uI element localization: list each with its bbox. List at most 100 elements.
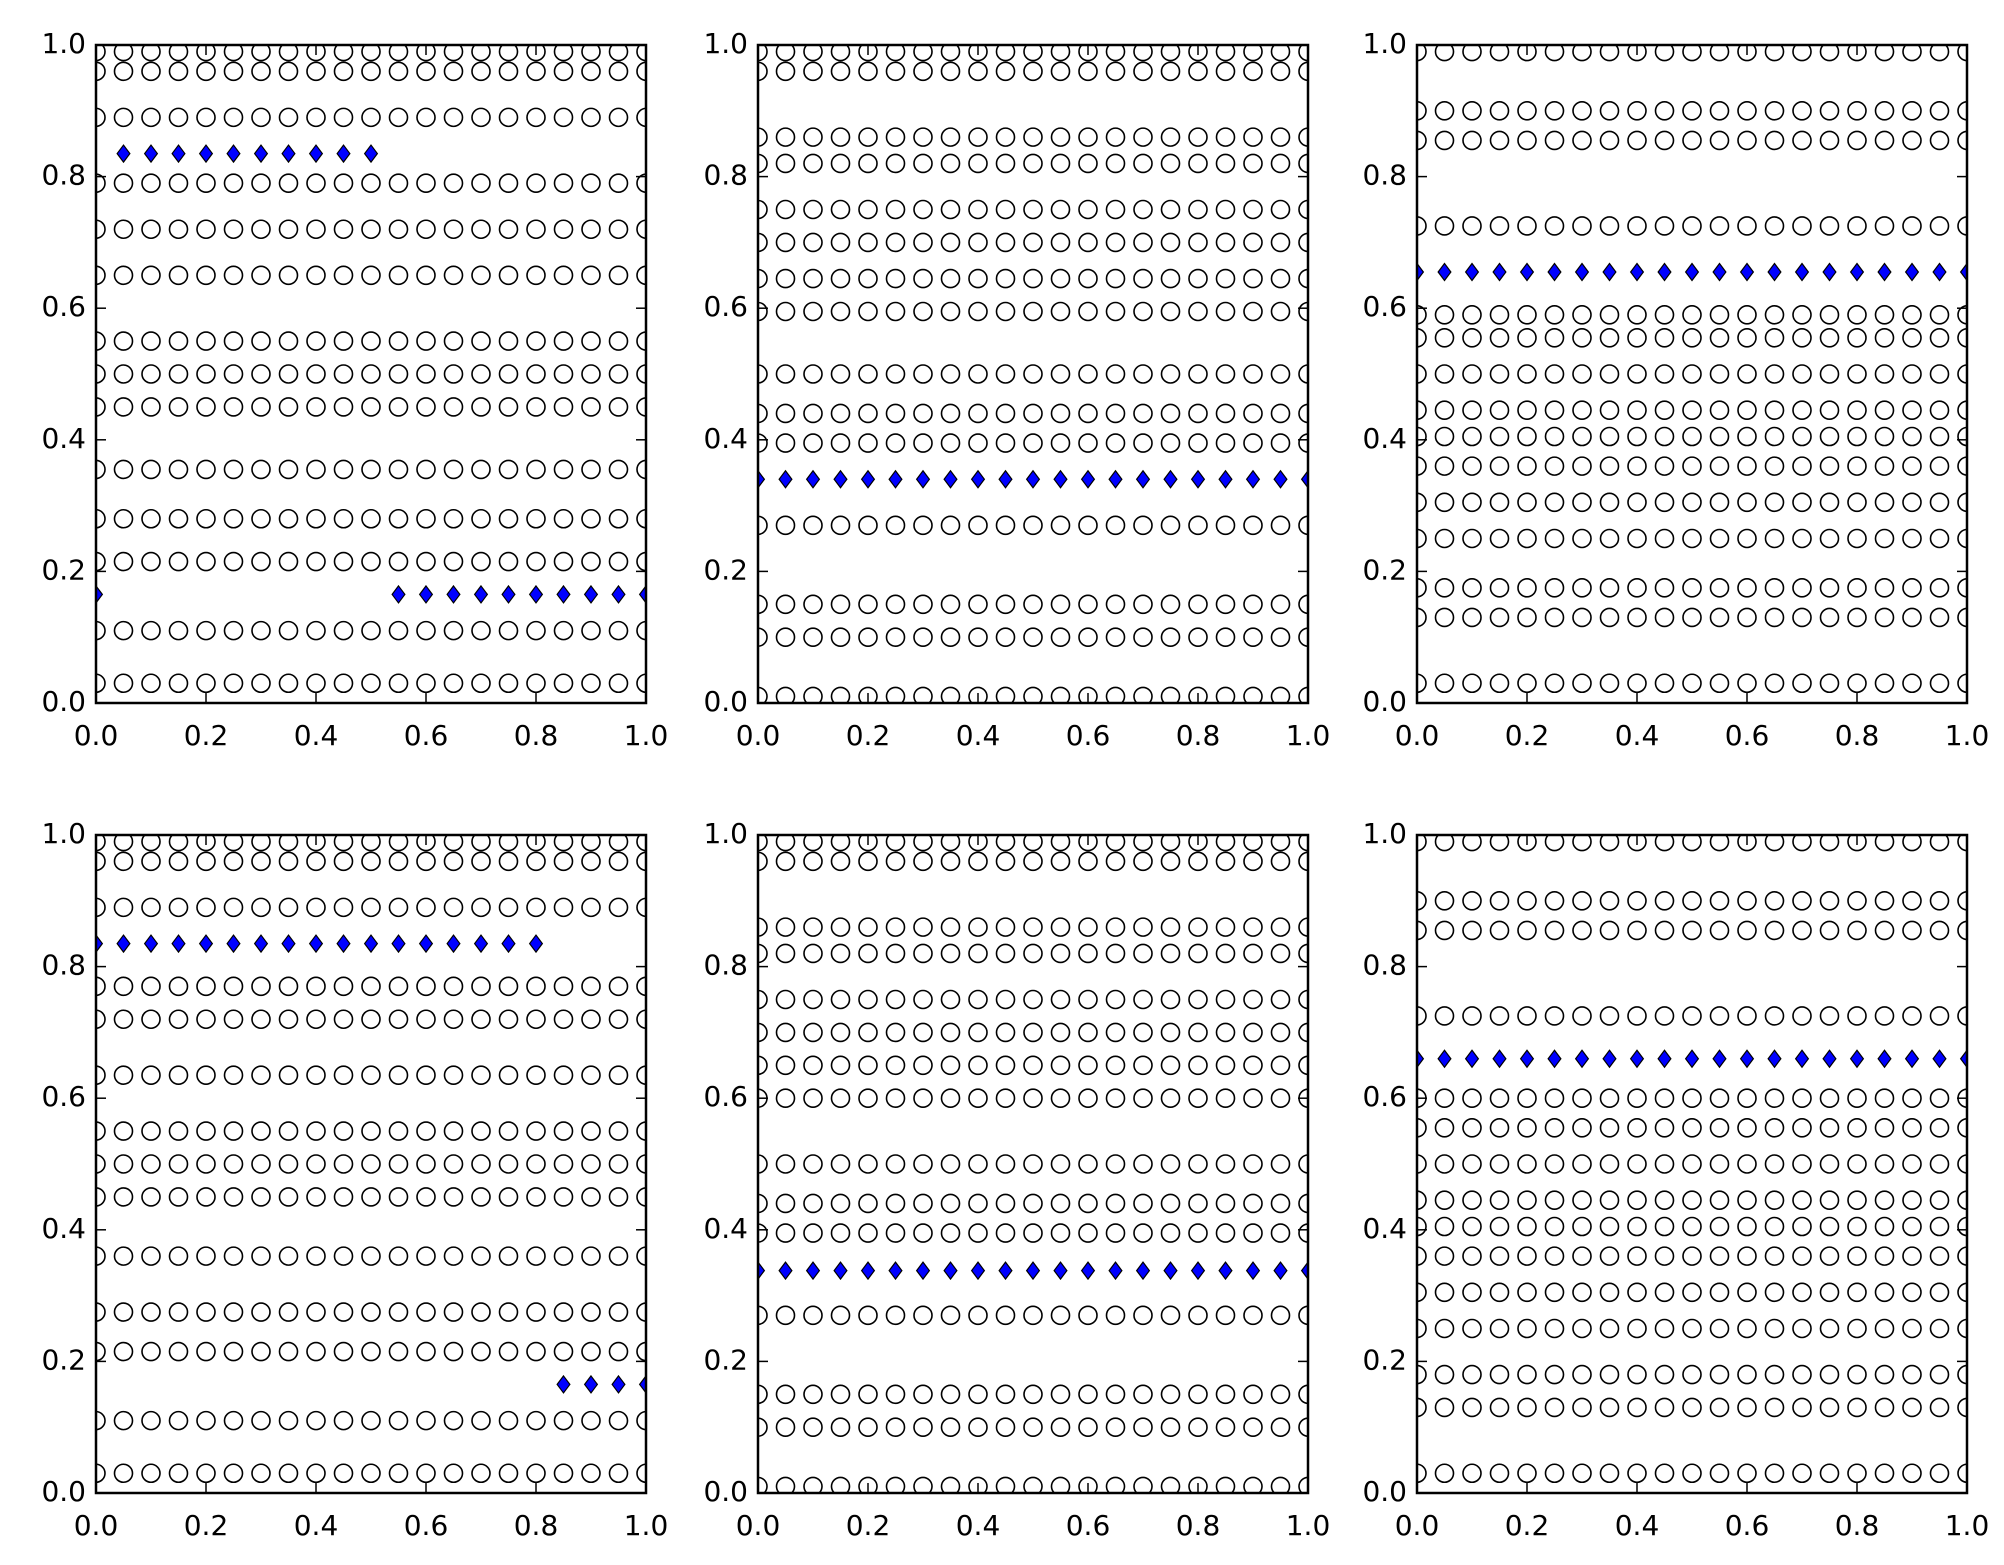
circle-marker bbox=[1572, 1364, 1592, 1385]
circle-marker bbox=[1078, 627, 1098, 648]
circle-marker bbox=[1902, 45, 1922, 62]
circle-marker bbox=[940, 1088, 961, 1108]
circle-marker bbox=[168, 173, 189, 193]
circle-marker bbox=[1544, 673, 1565, 694]
circle-marker bbox=[1188, 364, 1208, 384]
circle-marker bbox=[1599, 400, 1620, 420]
circle-marker bbox=[443, 45, 464, 62]
plot-area bbox=[96, 45, 646, 694]
circle-marker bbox=[1243, 851, 1263, 872]
circle-marker bbox=[416, 851, 436, 872]
circle-marker bbox=[1874, 364, 1895, 384]
circle-marker bbox=[1160, 433, 1181, 453]
circle-marker bbox=[830, 1088, 851, 1108]
circle-marker bbox=[416, 897, 436, 918]
circle-marker bbox=[1764, 1397, 1785, 1418]
circle-marker bbox=[581, 45, 601, 62]
circle-marker bbox=[1160, 153, 1181, 174]
circle-marker bbox=[1434, 1216, 1455, 1237]
circle-marker bbox=[1929, 304, 1950, 325]
circle-marker bbox=[1078, 153, 1098, 174]
circle-marker bbox=[581, 1302, 601, 1322]
circle-marker bbox=[1133, 627, 1153, 648]
diamond-marker bbox=[805, 469, 821, 489]
circle-marker bbox=[306, 45, 326, 62]
circle-marker bbox=[443, 459, 464, 480]
circle-marker bbox=[1160, 301, 1181, 322]
circle-marker bbox=[1847, 216, 1867, 236]
circle-marker bbox=[168, 1246, 189, 1266]
circle-marker bbox=[361, 1065, 381, 1085]
circle-marker bbox=[913, 199, 933, 220]
circle-marker bbox=[1133, 1022, 1153, 1043]
circle-marker bbox=[1270, 1193, 1291, 1214]
circle-marker bbox=[1417, 400, 1427, 420]
circle-marker bbox=[1847, 1364, 1867, 1385]
circle-marker bbox=[1627, 528, 1647, 549]
circle-marker bbox=[1764, 1463, 1785, 1484]
circle-marker bbox=[498, 835, 519, 852]
x-tick-label: 0.2 bbox=[846, 1509, 891, 1542]
circle-marker bbox=[471, 265, 491, 286]
circle-marker bbox=[96, 508, 106, 529]
circle-marker bbox=[141, 364, 161, 384]
circle-marker bbox=[1050, 851, 1071, 872]
circle-marker bbox=[168, 107, 189, 128]
diamond-marker bbox=[1794, 262, 1810, 282]
circle-marker bbox=[196, 851, 216, 872]
circle-marker bbox=[1133, 851, 1153, 872]
circle-marker bbox=[1434, 456, 1455, 476]
diamond-marker bbox=[1025, 469, 1041, 489]
circle-marker bbox=[1160, 627, 1181, 648]
diamond-marker bbox=[1629, 1049, 1645, 1069]
circle-marker bbox=[1627, 607, 1647, 628]
circle-marker bbox=[1654, 1154, 1675, 1174]
circle-marker bbox=[1654, 1463, 1675, 1484]
circle-marker bbox=[1819, 130, 1840, 151]
circle-marker bbox=[830, 1223, 851, 1243]
circle-marker bbox=[443, 1065, 464, 1085]
circle-marker bbox=[995, 199, 1016, 220]
circle-marker bbox=[113, 551, 134, 572]
circle-marker bbox=[1188, 433, 1208, 453]
circle-marker bbox=[968, 1088, 988, 1108]
circle-marker bbox=[1792, 45, 1812, 62]
circle-marker bbox=[1544, 920, 1565, 941]
circle-marker bbox=[1599, 1397, 1620, 1418]
circle-marker bbox=[526, 673, 546, 694]
circle-marker bbox=[913, 45, 933, 62]
circle-marker bbox=[1188, 835, 1208, 852]
circle-marker bbox=[251, 673, 271, 694]
circle-marker bbox=[1874, 607, 1895, 628]
circle-marker bbox=[1078, 917, 1098, 937]
circle-marker bbox=[608, 551, 629, 572]
circle-marker bbox=[636, 508, 646, 529]
circle-marker bbox=[1929, 364, 1950, 384]
circle-marker bbox=[968, 627, 988, 648]
circle-marker bbox=[1243, 594, 1263, 615]
circle-marker bbox=[96, 897, 106, 918]
circle-marker bbox=[1489, 456, 1510, 476]
diamond-marker bbox=[1492, 1049, 1507, 1069]
circle-marker bbox=[1023, 364, 1043, 384]
circle-marker bbox=[223, 331, 244, 351]
subplot: 0.0 0.2 0.4 0.6 0.8 1.00.00.20.40.60.81.0 bbox=[41, 27, 668, 752]
circle-marker bbox=[1792, 216, 1812, 236]
circle-marker bbox=[913, 1022, 933, 1043]
circle-marker bbox=[168, 897, 189, 918]
circle-marker bbox=[995, 364, 1016, 384]
circle-marker bbox=[940, 433, 961, 453]
circle-marker bbox=[1243, 364, 1263, 384]
circle-marker bbox=[1682, 1118, 1702, 1138]
circle-marker bbox=[553, 173, 574, 193]
circle-marker bbox=[223, 1246, 244, 1266]
circle-marker bbox=[278, 397, 299, 417]
circle-marker bbox=[251, 1009, 271, 1030]
circle-marker bbox=[1517, 673, 1537, 694]
circle-marker bbox=[1737, 101, 1757, 121]
diamond-marker bbox=[805, 1261, 821, 1281]
diamond-marker bbox=[226, 934, 241, 954]
circle-marker bbox=[1050, 1088, 1071, 1108]
circle-marker bbox=[1517, 578, 1537, 598]
circle-marker bbox=[96, 1341, 106, 1362]
